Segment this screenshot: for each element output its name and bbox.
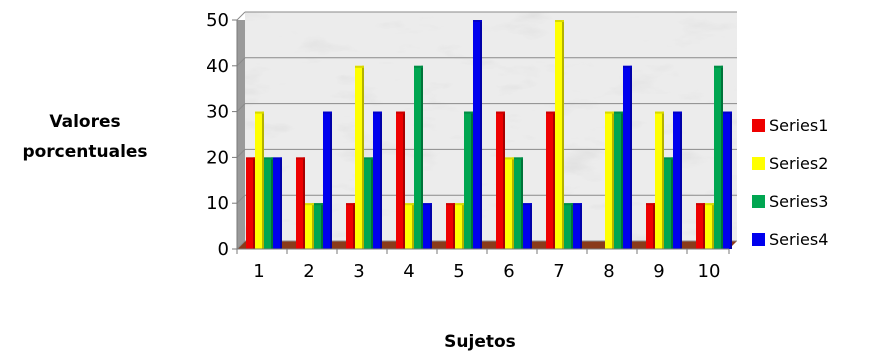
plot-side-wall [237, 20, 245, 249]
axes [232, 19, 730, 254]
y-tick-label: 50 [206, 10, 229, 31]
bar-series1-7 [546, 111, 555, 249]
bar-series3-3 [364, 157, 373, 249]
bar-series2-9 [655, 111, 664, 249]
legend-item-series1: Series1 [752, 106, 828, 144]
x-tick-label: 2 [303, 261, 314, 282]
x-tick-label: 6 [503, 261, 514, 282]
x-tick-label: 1 [253, 261, 264, 282]
x-tick-label: 7 [553, 261, 564, 282]
bar-series2-5 [455, 203, 464, 249]
bar-series3-4 [414, 65, 423, 249]
gridline-side [236, 149, 246, 158]
y-tick-labels: 0 10 20 30 40 50 [206, 10, 229, 260]
legend-swatch [752, 118, 765, 132]
bar-series4-8 [623, 65, 632, 249]
x-tick-label: 10 [698, 261, 721, 282]
legend-item-series3: Series3 [752, 182, 828, 220]
gridline-side [236, 57, 246, 67]
bar-series4-1 [273, 157, 282, 249]
y-tick-label: 40 [206, 56, 229, 77]
legend-label: Series2 [769, 153, 829, 173]
y-tick-label: 0 [218, 239, 229, 260]
y-tick-label: 20 [206, 147, 229, 168]
legend-label: Series4 [769, 229, 829, 249]
legend-swatch [752, 232, 765, 246]
bar-series4-4 [423, 203, 432, 249]
y-tick-label: 10 [206, 193, 229, 214]
legend-label: Series3 [769, 191, 829, 211]
bar-series2-1 [255, 111, 264, 249]
bar-series3-2 [314, 203, 323, 249]
bar-series3-6 [514, 157, 523, 249]
bar-series3-1 [264, 157, 273, 249]
bar-series1-5 [446, 203, 455, 249]
bar-series2-8 [605, 111, 614, 249]
x-tick-label: 3 [353, 261, 364, 282]
bar-series4-10 [723, 111, 732, 249]
legend-item-series2: Series2 [752, 144, 828, 182]
bar-series3-9 [664, 157, 673, 249]
legend-swatch [752, 156, 765, 170]
bar-series4-6 [523, 203, 532, 249]
legend-item-series4: Series4 [752, 220, 828, 258]
x-tick-label: 5 [453, 261, 464, 282]
x-tick-labels: 1 2 3 4 5 6 7 8 9 10 [253, 261, 720, 282]
bar-series2-4 [405, 203, 414, 249]
bar-series3-10 [714, 65, 723, 249]
bar-series1-3 [346, 203, 355, 249]
bar-series1-4 [396, 111, 405, 249]
bar-series2-3 [355, 65, 364, 249]
gridline-side [236, 240, 246, 250]
bar-series4-5 [473, 20, 482, 249]
legend: Series1 Series2 Series3 Series4 [752, 106, 828, 258]
bar-series4-9 [673, 111, 682, 249]
bar-series1-9 [646, 203, 655, 249]
legend-label: Series1 [769, 115, 829, 135]
y-tick-label: 30 [206, 102, 229, 123]
x-axis-label: Sujetos [444, 332, 516, 352]
bar-series1-1 [246, 157, 255, 249]
bar-series4-7 [573, 203, 582, 249]
bar-series1-10 [696, 203, 705, 249]
bar-series3-7 [564, 203, 573, 249]
legend-swatch [752, 194, 765, 208]
x-tick-label: 4 [403, 261, 414, 282]
gridline-side [236, 103, 246, 112]
bar-series2-10 [705, 203, 714, 249]
bars [246, 20, 732, 249]
bar-series4-3 [373, 111, 382, 249]
bar-series1-6 [496, 111, 505, 249]
x-tick-label: 8 [603, 261, 614, 282]
bar-series3-5 [464, 111, 473, 249]
bar-series3-8 [614, 111, 623, 249]
x-tick-label: 9 [653, 261, 664, 282]
bar-series4-2 [323, 111, 332, 249]
gridline-side [236, 194, 246, 204]
bar-series1-2 [296, 157, 305, 249]
y-axis-label: Valores porcentuales [22, 112, 148, 162]
gridline-side [236, 11, 246, 21]
bar-series2-6 [505, 157, 514, 249]
bar-series2-2 [305, 203, 314, 249]
bar-series2-7 [555, 20, 564, 249]
